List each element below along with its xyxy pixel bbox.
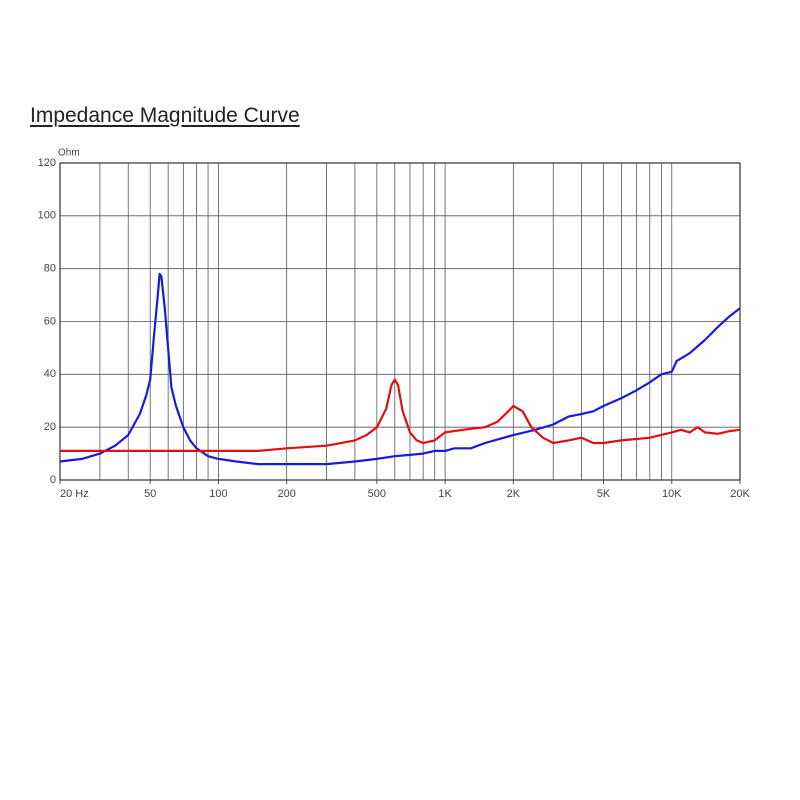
x-tick-label: 50: [144, 488, 156, 500]
x-tick-label: 20 Hz: [60, 488, 89, 500]
x-tick-label: 20K: [730, 488, 750, 500]
x-tick-label: 10K: [662, 488, 682, 500]
x-tick-label: 5K: [597, 488, 611, 500]
curve: [59, 272, 741, 466]
x-tick-label: 100: [209, 488, 227, 500]
x-tick-label: 500: [368, 488, 386, 500]
x-tick-label: 200: [277, 488, 295, 500]
x-tick-label: 2K: [507, 488, 521, 500]
y-tick-label: 0: [50, 474, 56, 486]
y-tick-label: 20: [44, 421, 56, 433]
y-tick-label: 80: [44, 263, 56, 275]
y-tick-label: 120: [38, 157, 56, 169]
y-tick-label: 100: [38, 210, 56, 222]
chart-title: Impedance Magnitude Curve: [30, 104, 300, 127]
y-tick-label: 60: [44, 315, 56, 327]
x-tick-label: 1K: [438, 488, 452, 500]
curve: [60, 378, 741, 452]
plot-frame: [59, 162, 741, 481]
y-axis-label: Ohm: [58, 148, 80, 159]
y-tick-label: 40: [44, 368, 56, 380]
